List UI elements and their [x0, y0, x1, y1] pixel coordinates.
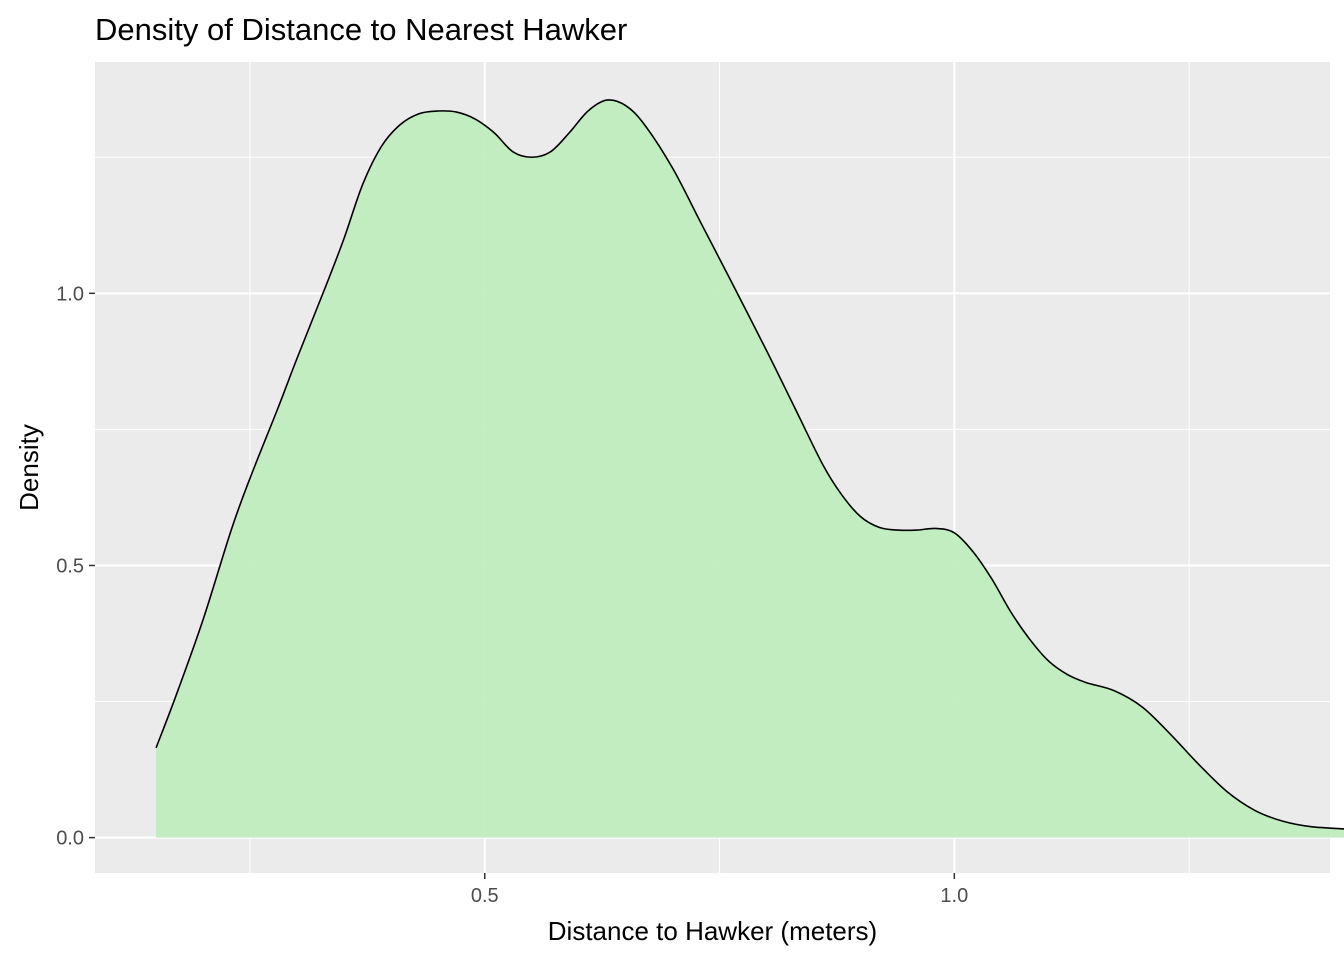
density-area	[156, 99, 1344, 838]
y-tick-label: 1.0	[56, 283, 84, 305]
x-tick-label: 1.0	[940, 885, 968, 907]
y-axis: 0.0 0.5 1.0	[56, 283, 95, 850]
density-line	[155, 99, 1344, 830]
y-tick-label: 0.5	[56, 555, 84, 577]
chart-title: Density of Distance to Nearest Hawker	[95, 12, 627, 47]
y-axis-title: Density	[14, 424, 44, 511]
y-tick-label: 0.0	[56, 828, 84, 850]
x-axis: 0.5 1.0	[471, 873, 968, 907]
x-tick-label: 0.5	[471, 885, 499, 907]
x-axis-title: Distance to Hawker (meters)	[548, 916, 877, 946]
